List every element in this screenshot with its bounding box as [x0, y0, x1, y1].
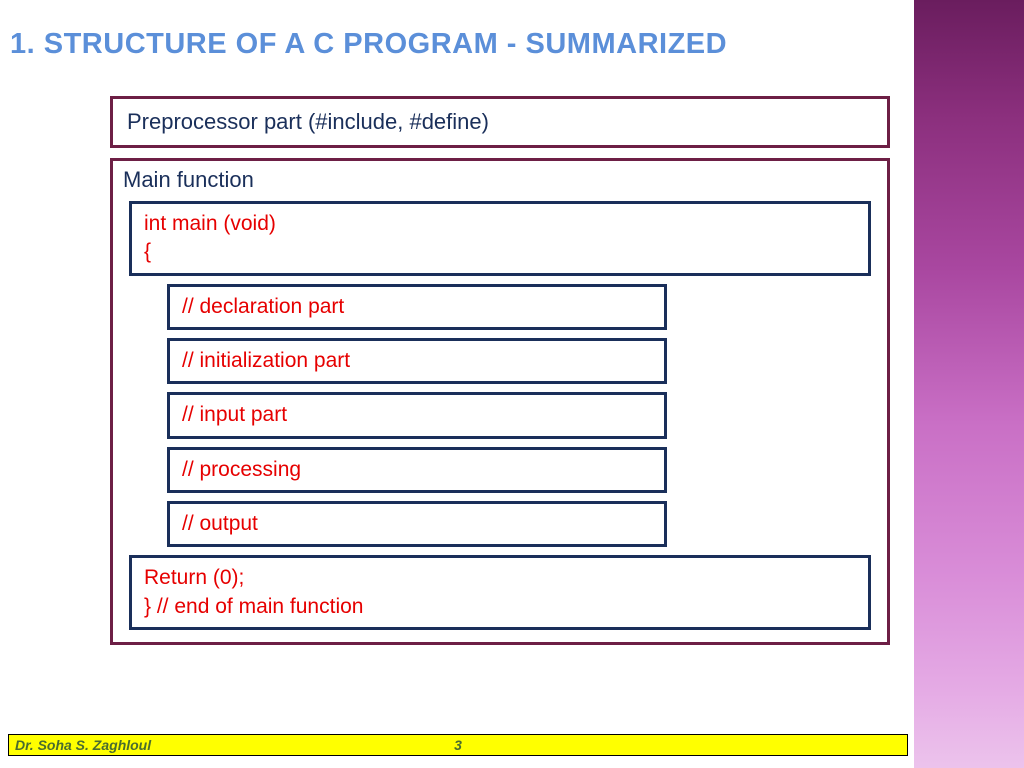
footer-author: Dr. Soha S. Zaghloul [15, 737, 151, 753]
title-text: STRUCTURE OF A C PROGRAM - SUMMARIZED [44, 28, 727, 60]
input-part-text: // input part [182, 401, 652, 429]
preprocessor-box: Preprocessor part (#include, #define) [110, 96, 890, 148]
preprocessor-label: Preprocessor part (#include, #define) [127, 109, 873, 135]
return-text: Return (0); } // end of main function [144, 564, 856, 621]
footer-page-number: 3 [454, 737, 462, 753]
declaration-part-text: // declaration part [182, 293, 652, 321]
processing-part-text: // processing [182, 456, 652, 484]
input-part-box: // input part [167, 392, 667, 438]
main-function-label: Main function [123, 167, 877, 193]
slide-title: 1. STRUCTURE OF A C PROGRAM - SUMMARIZED [10, 28, 727, 61]
output-part-box: // output [167, 501, 667, 547]
footer-bar: Dr. Soha S. Zaghloul 3 [8, 734, 908, 756]
declaration-part-box: // declaration part [167, 284, 667, 330]
main-function-box: Main function int main (void) { // decla… [110, 158, 890, 645]
output-part-text: // output [182, 510, 652, 538]
main-signature-text: int main (void) { [144, 210, 856, 267]
title-number: 1. [10, 28, 35, 60]
initialization-part-text: // initialization part [182, 347, 652, 375]
side-gradient-decoration [914, 0, 1024, 768]
return-box: Return (0); } // end of main function [129, 555, 871, 630]
processing-part-box: // processing [167, 447, 667, 493]
initialization-part-box: // initialization part [167, 338, 667, 384]
content-area: Preprocessor part (#include, #define) Ma… [110, 96, 890, 645]
main-signature-box: int main (void) { [129, 201, 871, 276]
